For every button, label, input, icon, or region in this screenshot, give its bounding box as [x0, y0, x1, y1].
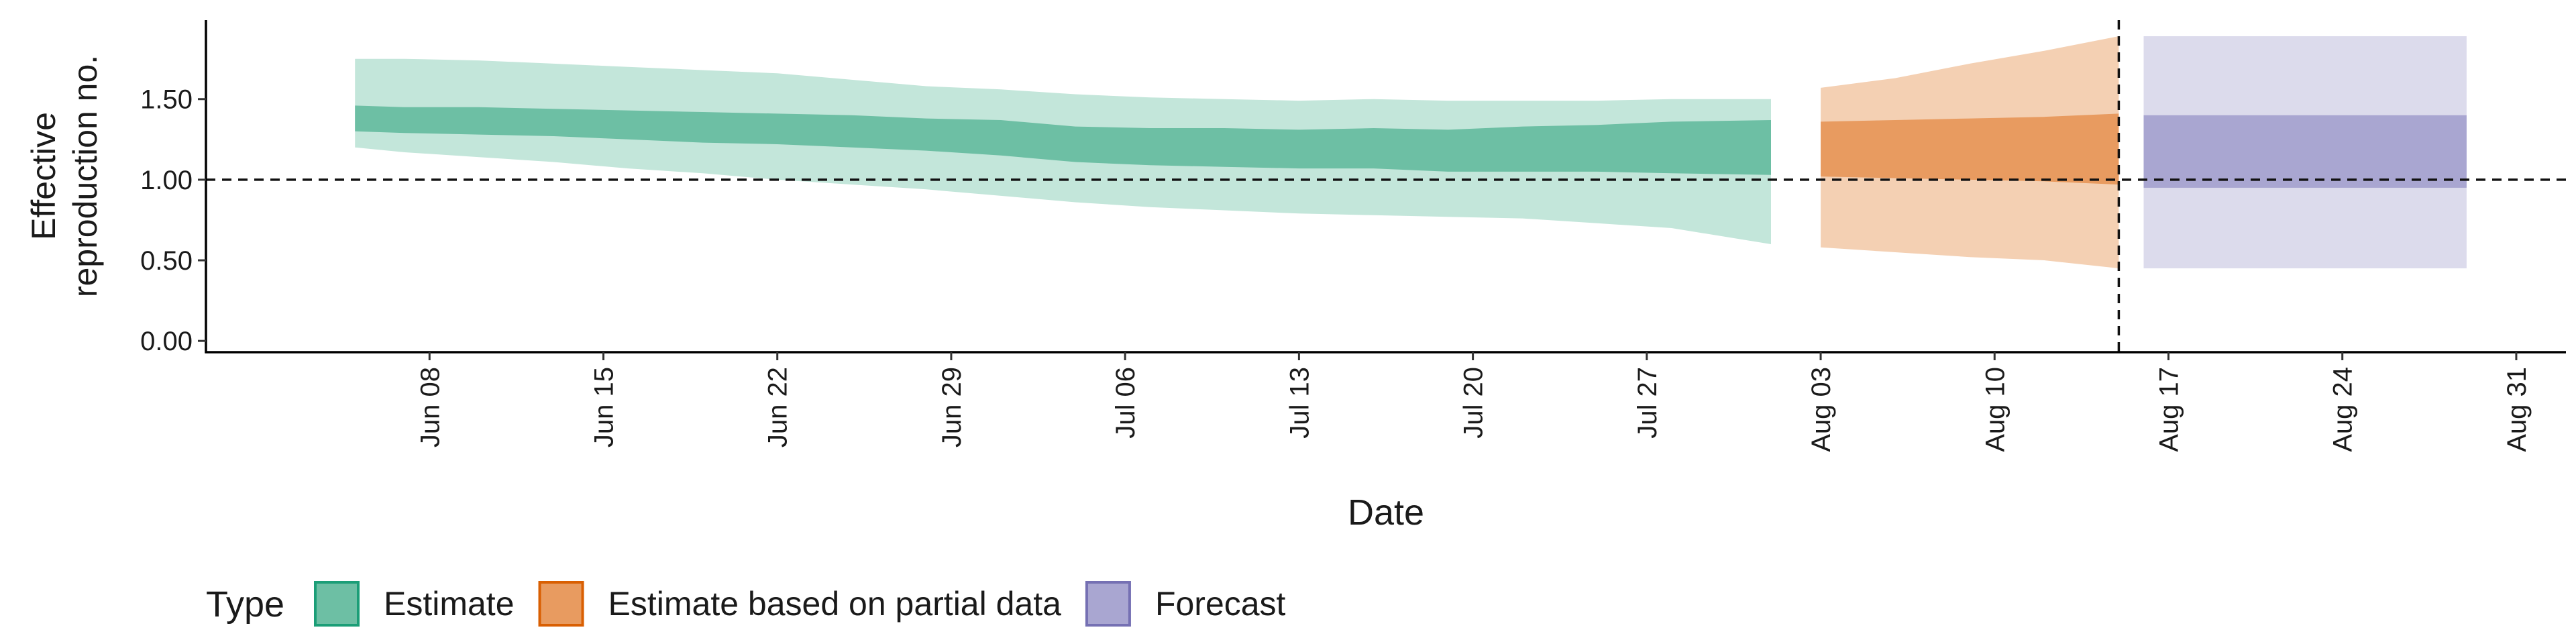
x-tick-label: Jul 13 — [1285, 367, 1314, 439]
x-tick-label: Aug 24 — [2328, 367, 2358, 452]
y-tick-label: 1.00 — [140, 166, 193, 195]
forecast-inner-band — [2143, 115, 2467, 188]
legend-label-estimate: Estimate — [384, 585, 515, 623]
y-axis-title-line: reproduction no. — [66, 55, 104, 297]
y-axis-title: Effective reproduction no. — [25, 55, 104, 297]
estimate-based-on-partial-data-inner-band — [1821, 113, 2119, 185]
x-tick-label: Jun 22 — [763, 367, 793, 447]
y-tick-label: 1.50 — [140, 85, 193, 115]
x-tick-label: Aug 17 — [2154, 367, 2184, 452]
y-tick-label: 0.50 — [140, 246, 193, 276]
x-tick-label: Jun 15 — [590, 367, 619, 447]
ribbon-layer — [355, 36, 2467, 268]
x-tick-label: Aug 31 — [2502, 367, 2532, 452]
legend-swatch-estimate — [314, 581, 360, 627]
x-tick-label: Aug 10 — [1980, 367, 2010, 452]
x-axis-title: Date — [1348, 492, 1424, 533]
legend-label-forecast: Forecast — [1155, 585, 1286, 623]
y-tick-label: 0.00 — [140, 327, 193, 356]
legend-swatch-estimate-based-on-partial-data — [538, 581, 584, 627]
x-axis-ticks: Jun 08 Jun 15 Jun 22 Jun 29 Jul 06 Jul 13 Jul … — [415, 352, 2532, 452]
legend-label-estimate-based-on-partial-data: Estimate based on partial data — [608, 585, 1062, 623]
legend: Type Estimate Estimate based on partial da… — [206, 581, 1286, 627]
x-tick-label: Jul 20 — [1459, 367, 1489, 439]
x-tick-label: Jul 27 — [1633, 367, 1662, 439]
y-axis-title-line: Effective — [25, 112, 62, 240]
reference-lines — [206, 20, 2566, 352]
axes — [205, 20, 2566, 354]
x-tick-label: Jun 08 — [415, 367, 445, 447]
x-tick-label: Aug 03 — [1807, 367, 1836, 452]
x-tick-label: Jun 29 — [937, 367, 967, 447]
x-tick-label: Jul 06 — [1111, 367, 1140, 439]
estimate-inner-band — [355, 105, 1772, 175]
legend-title: Type — [206, 584, 284, 625]
y-axis-ticks: 0.00 0.50 1.00 1.50 — [140, 85, 206, 356]
legend-swatch-forecast — [1085, 581, 1131, 627]
